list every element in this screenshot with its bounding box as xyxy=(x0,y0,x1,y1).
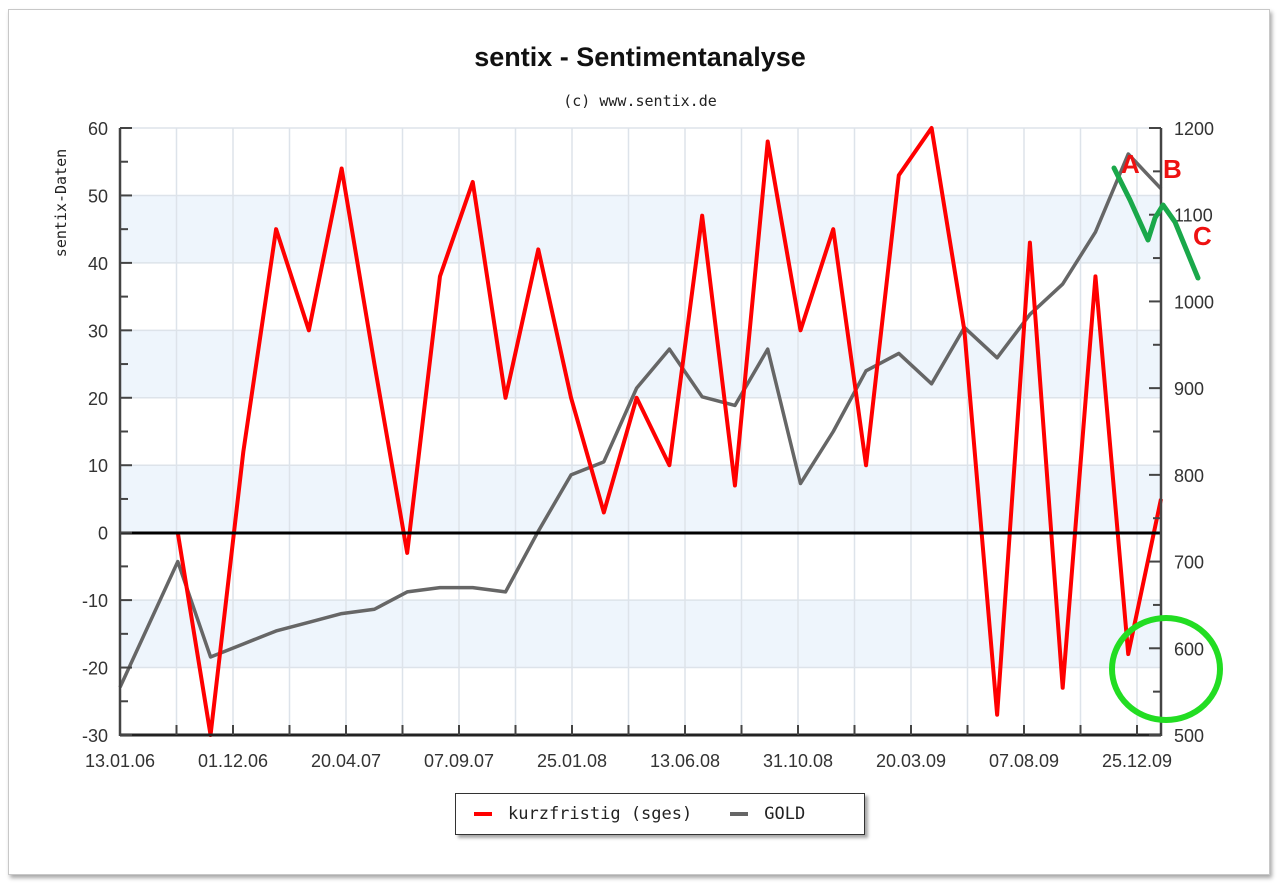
svg-text:10: 10 xyxy=(88,456,108,476)
y-axis-title: sentix-Daten xyxy=(52,149,70,257)
svg-text:40: 40 xyxy=(88,254,108,274)
svg-text:20: 20 xyxy=(88,389,108,409)
svg-text:20.03.09: 20.03.09 xyxy=(876,751,946,771)
svg-text:1000: 1000 xyxy=(1174,292,1214,312)
svg-text:13.01.06: 13.01.06 xyxy=(85,751,155,771)
svg-text:1200: 1200 xyxy=(1174,119,1214,139)
svg-text:-10: -10 xyxy=(82,591,108,611)
svg-text:1100: 1100 xyxy=(1174,206,1213,226)
axis-ticks xyxy=(119,127,1161,736)
legend-swatch-red xyxy=(474,812,492,816)
svg-text:800: 800 xyxy=(1174,466,1204,486)
svg-text:30: 30 xyxy=(88,321,108,341)
legend-item-gold: GOLD xyxy=(712,804,805,824)
svg-text:900: 900 xyxy=(1174,379,1204,399)
svg-text:-20: -20 xyxy=(82,659,108,679)
svg-text:600: 600 xyxy=(1174,639,1204,659)
annotation-c: C xyxy=(1193,221,1212,251)
gold-series-line xyxy=(118,152,1163,689)
x-axis-tick-labels: 13.01.06 01.12.06 20.04.07 07.09.07 25.01.08… xyxy=(85,751,1172,771)
background-bands xyxy=(120,196,1161,668)
legend-swatch-gray xyxy=(730,812,749,816)
svg-text:60: 60 xyxy=(88,119,108,139)
annotation-b: B xyxy=(1163,154,1182,184)
highlight-circle xyxy=(1109,615,1223,723)
svg-text:01.12.06: 01.12.06 xyxy=(198,751,268,771)
svg-text:0: 0 xyxy=(98,524,108,544)
chart-title: sentix - Sentimentanalyse xyxy=(474,42,806,72)
svg-text:25.01.08: 25.01.08 xyxy=(537,751,607,771)
svg-text:500: 500 xyxy=(1174,726,1204,746)
svg-text:31.10.08: 31.10.08 xyxy=(763,751,833,771)
legend-label-short-term: kurzfristig (sges) xyxy=(508,804,693,824)
right-axis-tick-labels: 1200 1100 1000 900 800 700 600 500 xyxy=(1174,119,1214,746)
left-axis-tick-labels: 60 50 40 30 20 10 0 -10 -20 -30 xyxy=(82,119,108,746)
svg-text:700: 700 xyxy=(1174,553,1204,573)
legend-label-gold: GOLD xyxy=(764,804,806,824)
grid-lines xyxy=(120,127,1161,736)
svg-text:-30: -30 xyxy=(82,726,108,746)
svg-text:20.04.07: 20.04.07 xyxy=(311,751,381,771)
legend: kurzfristig (sges) GOLD xyxy=(455,793,865,835)
svg-text:13.06.08: 13.06.08 xyxy=(650,751,720,771)
svg-text:50: 50 xyxy=(88,186,108,206)
annotation-a: A xyxy=(1121,149,1140,179)
short-term-sentiment-line xyxy=(175,126,1163,737)
svg-text:25.12.09: 25.12.09 xyxy=(1102,751,1172,771)
svg-text:07.08.09: 07.08.09 xyxy=(989,751,1059,771)
chart-subtitle: (c) www.sentix.de xyxy=(563,92,717,110)
abc-correction-line xyxy=(1111,165,1201,281)
svg-text:07.09.07: 07.09.07 xyxy=(424,751,494,771)
legend-item-short-term: kurzfristig (sges) xyxy=(456,804,692,824)
